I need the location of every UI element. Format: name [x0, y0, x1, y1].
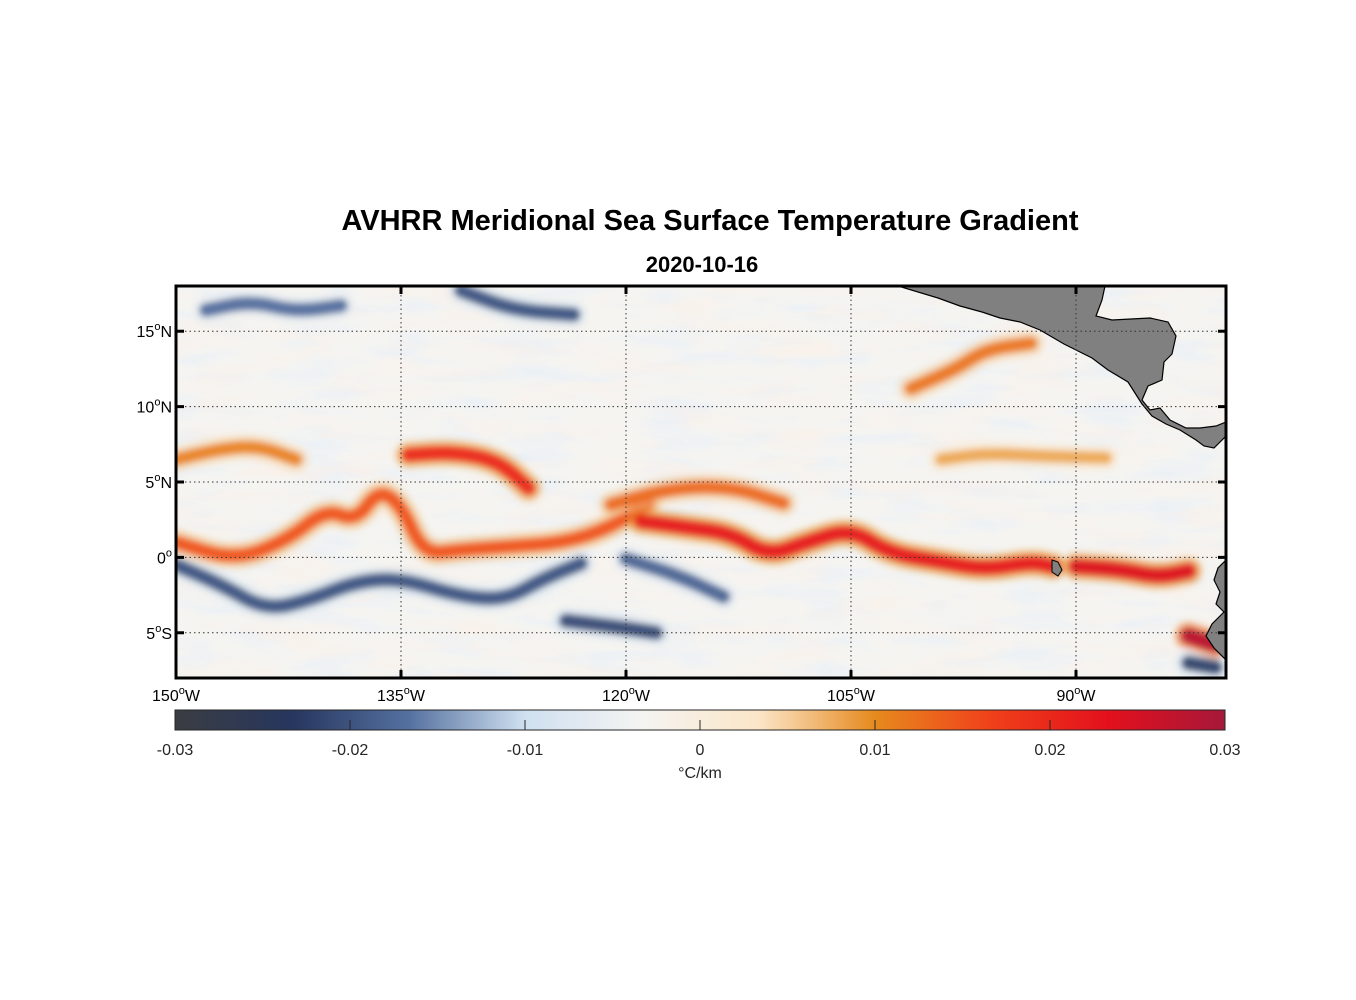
central-america-land [897, 286, 1226, 449]
ecuador-coast-trough [1181, 655, 1223, 675]
south-equatorial-band-east [619, 552, 731, 604]
colorbar-tick-label: -0.01 [507, 742, 544, 759]
axis-tick-label: 105oW [827, 685, 876, 705]
south-equatorial-band-west [176, 556, 588, 614]
axis-tick-label: 5oN [145, 472, 172, 492]
axis-ticks [174, 286, 1226, 678]
equatorial-front-west [176, 488, 655, 562]
equatorial-front-north-loop [604, 480, 790, 511]
galapagos-east-front [1068, 559, 1196, 583]
colorbar: -0.03 -0.02 -0.01 0 0.01 0.02 0.03 °C/km [157, 709, 1241, 782]
axis-tick-label: 5oS [146, 623, 172, 643]
colorbar-tick-label: 0 [696, 742, 705, 759]
colorbar-unit-label: °C/km [678, 765, 722, 782]
tiw-crest-north [401, 445, 536, 496]
axis-labels: 150oW 135oW 120oW 105oW 90oW 15oN 10oN 5oN 0o 5oS [137, 321, 1097, 705]
colorbar-tick-label: 0.01 [859, 742, 890, 759]
peru-coast-front [1180, 627, 1224, 653]
axis-tick-label: 15oN [137, 321, 172, 341]
axis-tick-label: 120oW [602, 685, 651, 705]
north-central-trough [454, 286, 581, 322]
colorbar-ticks: -0.03 -0.02 -0.01 0 0.01 0.02 0.03 [157, 720, 1241, 759]
south-trough [558, 613, 664, 640]
colorbar-tick-label: 0.03 [1209, 742, 1240, 759]
gradient-fronts [176, 286, 1226, 678]
north-west-trough [199, 296, 348, 317]
galapagos-islands [1051, 559, 1063, 577]
map-date: 2020-10-16 [645, 252, 759, 277]
axis-tick-label: 150oW [152, 685, 201, 705]
mexico-coast-front [904, 337, 1038, 395]
equatorial-front-central [633, 514, 1061, 575]
axis-tick-label: 0o [157, 547, 172, 567]
map-plot-area [176, 286, 1226, 678]
northern-equatorial-front [176, 440, 303, 466]
map-title: AVHRR Meridional Sea Surface Temperature… [341, 205, 1079, 237]
axis-tick-label: 135oW [377, 685, 426, 705]
land-layer [897, 286, 1226, 661]
south-america-land [1205, 559, 1226, 661]
axis-tick-label: 90oW [1056, 685, 1096, 705]
panama-bight-front [935, 448, 1112, 466]
axis-tick-label: 10oN [137, 397, 172, 417]
colorbar-tick-label: -0.02 [332, 742, 369, 759]
colorbar-tick-label: -0.03 [157, 742, 194, 759]
colorbar-tick-label: 0.02 [1034, 742, 1065, 759]
